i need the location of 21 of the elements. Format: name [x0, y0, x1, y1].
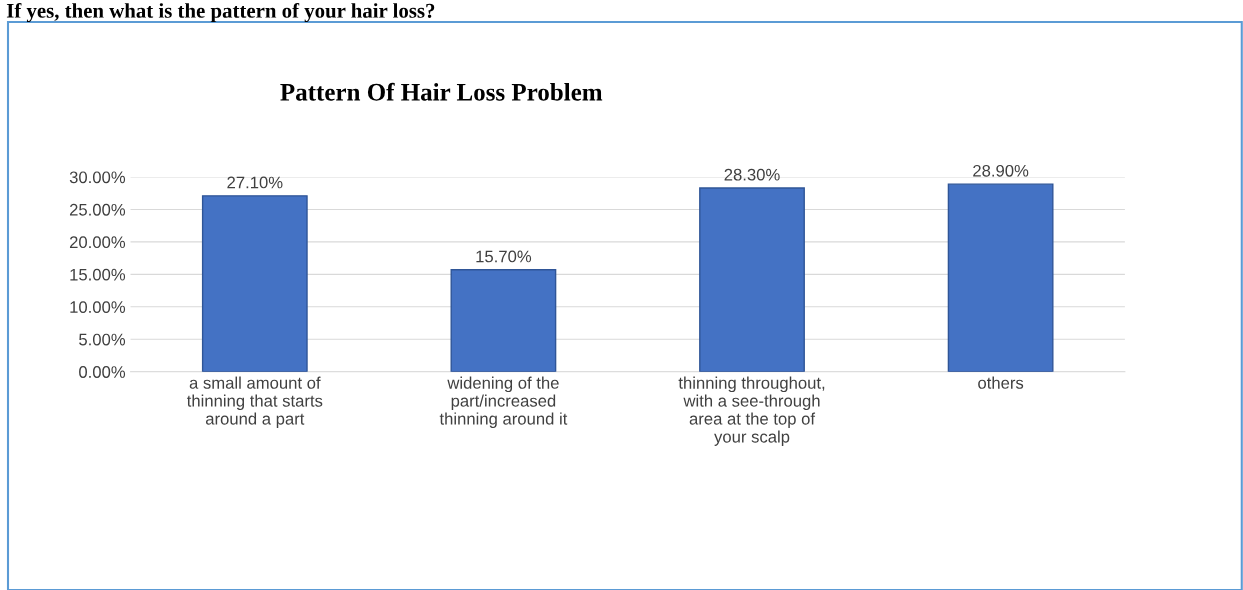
y-tick-label: 10.00%	[70, 301, 126, 313]
y-tick-label: 5.00%	[79, 333, 126, 346]
y-tick-label: 0.00%	[79, 366, 126, 378]
x-tick-label: thinning throughout, with a see-through area at the top of your scalp	[678, 376, 825, 446]
y-tick-label: 20.00%	[69, 236, 126, 249]
bar	[201, 195, 308, 372]
y-tick-label: 15.00%	[70, 268, 126, 281]
bar	[699, 187, 805, 372]
bar	[450, 269, 557, 372]
bar	[947, 183, 1054, 372]
text: If yes, then what is the pattern of your hair loss?	[6, 2, 435, 23]
x-tick-label: widening of the part/increased thinning around it	[439, 376, 568, 428]
data-label: 28.30%	[724, 168, 780, 181]
x-tick-label: others	[978, 376, 1024, 389]
y-tick-label: 25.00%	[69, 203, 126, 216]
data-label: 27.10%	[227, 176, 283, 189]
x-tick-label: a small amount of thinning that starts around a part	[186, 376, 323, 428]
data-label: 28.90%	[973, 164, 1029, 177]
y-tick-label: 30.00%	[69, 171, 126, 184]
data-label: 15.70%	[476, 250, 532, 263]
chart-title: Pattern Of Hair Loss Problem	[280, 82, 603, 101]
